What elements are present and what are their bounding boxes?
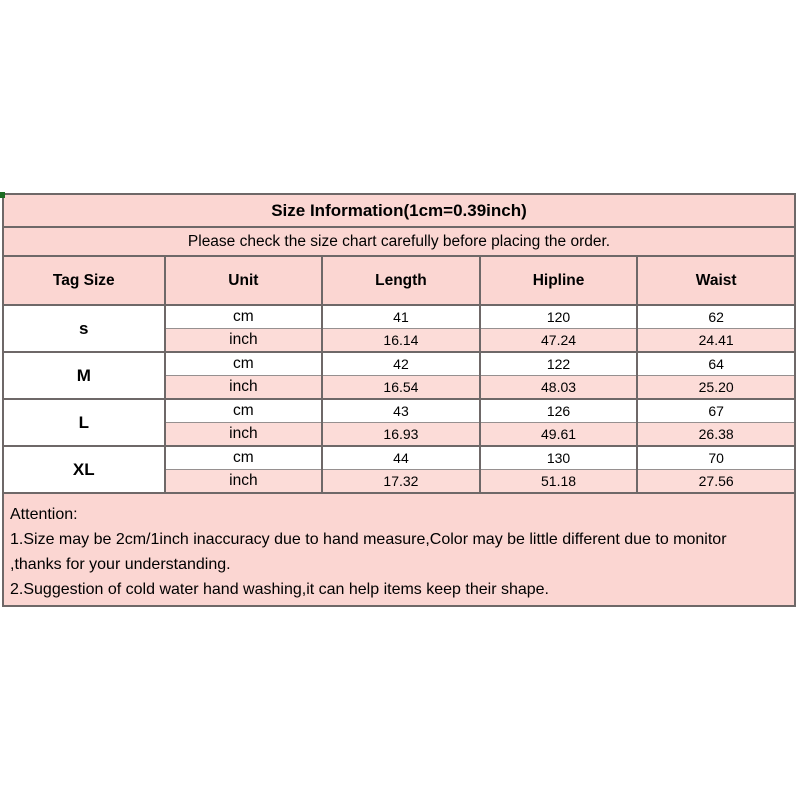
- header-row: Tag Size Unit Length Hipline Waist: [2, 255, 796, 306]
- table-row-s-inch: inch 16.14 47.24 24.41: [3, 328, 796, 353]
- length-value: 44: [321, 445, 481, 470]
- length-value: 17.32: [321, 469, 481, 494]
- attention-note: Attention: 1.Size may be 2cm/1inch inacc…: [2, 492, 796, 607]
- unit-cell: cm: [163, 351, 324, 376]
- size-label-m: M: [2, 351, 166, 400]
- length-value: 43: [321, 398, 481, 423]
- table-row-xl-inch: inch 17.32 51.18 27.56: [3, 469, 796, 494]
- hipline-value: 51.18: [478, 469, 639, 494]
- waist-value: 64: [636, 351, 796, 376]
- subtitle-row: Please check the size chart carefully be…: [2, 226, 796, 257]
- length-value: 16.14: [321, 328, 481, 353]
- unit-cell: cm: [163, 304, 324, 329]
- waist-value: 25.20: [636, 375, 796, 400]
- col-header-hipline: Hipline: [478, 255, 639, 306]
- hipline-value: 126: [478, 398, 639, 423]
- table-row-s-cm: s cm 41 120 62: [2, 304, 796, 353]
- hipline-value: 130: [478, 445, 639, 470]
- hipline-value: 122: [478, 351, 639, 376]
- col-header-unit: Unit: [163, 255, 324, 306]
- waist-value: 26.38: [636, 422, 796, 447]
- chart-subtitle: Please check the size chart carefully be…: [2, 226, 796, 257]
- hipline-value: 120: [478, 304, 639, 329]
- col-header-tag-size: Tag Size: [2, 255, 166, 306]
- waist-value: 27.56: [636, 469, 796, 494]
- attention-line-2: ,thanks for your understanding.: [10, 556, 231, 573]
- length-value: 16.54: [321, 375, 481, 400]
- size-label-s: s: [2, 304, 166, 353]
- unit-cell: inch: [163, 422, 324, 447]
- size-label-xl: XL: [2, 445, 166, 494]
- col-header-length: Length: [321, 255, 481, 306]
- chart-title: Size Information(1cm=0.39inch): [2, 193, 796, 228]
- waist-value: 24.41: [636, 328, 796, 353]
- table-row-l-inch: inch 16.93 49.61 26.38: [3, 422, 796, 447]
- col-header-waist: Waist: [636, 255, 796, 306]
- hipline-value: 47.24: [478, 328, 639, 353]
- attention-heading: Attention:: [10, 506, 78, 523]
- title-row: Size Information(1cm=0.39inch): [2, 193, 796, 228]
- table-row-l-cm: L cm 43 126 67: [2, 398, 796, 447]
- attention-line-3: 2.Suggestion of cold water hand washing,…: [10, 581, 549, 598]
- unit-cell: inch: [163, 328, 324, 353]
- unit-cell: inch: [163, 469, 324, 494]
- size-label-l: L: [2, 398, 166, 447]
- table-row-m-cm: M cm 42 122 64: [2, 351, 796, 400]
- unit-cell: cm: [163, 398, 324, 423]
- attention-row: Attention: 1.Size may be 2cm/1inch inacc…: [2, 492, 796, 607]
- unit-cell: cm: [163, 445, 324, 470]
- attention-line-1: 1.Size may be 2cm/1inch inaccuracy due t…: [10, 531, 727, 548]
- length-value: 41: [321, 304, 481, 329]
- size-chart-table: Size Information(1cm=0.39inch) Please ch…: [2, 193, 796, 607]
- waist-value: 70: [636, 445, 796, 470]
- waist-value: 62: [636, 304, 796, 329]
- waist-value: 67: [636, 398, 796, 423]
- length-value: 42: [321, 351, 481, 376]
- hipline-value: 48.03: [478, 375, 639, 400]
- table-row-xl-cm: XL cm 44 130 70: [2, 445, 796, 494]
- unit-cell: inch: [163, 375, 324, 400]
- corner-artifact-dot: [0, 192, 5, 198]
- length-value: 16.93: [321, 422, 481, 447]
- hipline-value: 49.61: [478, 422, 639, 447]
